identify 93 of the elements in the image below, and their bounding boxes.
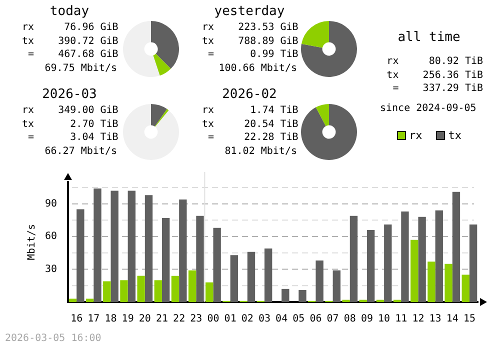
x-tick-label: 23 — [190, 314, 202, 325]
x-tick-label: 05 — [292, 314, 305, 325]
legend-label: tx — [448, 129, 462, 142]
x-tick-label: 00 — [207, 314, 220, 325]
bar — [452, 192, 460, 302]
x-tick-label: 08 — [344, 314, 356, 325]
text: rx 1.74 TiB — [202, 104, 298, 118]
bar — [332, 270, 340, 302]
text: tx 256.36 TiB — [386, 68, 483, 82]
chart-title: yesterday — [213, 4, 286, 19]
bar — [428, 262, 436, 302]
chart-title: 2026-02 — [221, 87, 278, 102]
y-axis-title: Mbit/s — [26, 224, 38, 260]
x-tick-label: 09 — [360, 314, 373, 325]
x-tick-label: 06 — [310, 314, 322, 325]
text: 69.75 Mbit/s — [44, 62, 117, 75]
bar — [247, 252, 256, 302]
x-tick-label: 11 — [395, 314, 408, 325]
chart-title: today — [48, 4, 90, 19]
bar — [469, 224, 478, 302]
text: tx 390.72 GiB — [22, 34, 118, 48]
bar — [435, 210, 443, 302]
text: rx 80.92 TiB — [386, 55, 483, 68]
x-tick-label: 18 — [104, 314, 117, 325]
bar — [196, 216, 204, 302]
x-tick-label: 07 — [326, 314, 339, 325]
text: = 337.29 TiB — [392, 82, 483, 96]
bar — [94, 188, 102, 302]
bar — [154, 280, 162, 302]
x-tick-label: 13 — [429, 314, 442, 325]
text: 100.66 Mbit/s — [218, 62, 297, 75]
bar — [68, 298, 77, 302]
text: tx 20.54 TiB — [202, 118, 298, 131]
x-tick-label: 12 — [412, 314, 424, 325]
bar — [316, 260, 324, 302]
bar — [410, 240, 418, 302]
bar — [384, 224, 392, 302]
bar — [137, 276, 145, 302]
x-tick-label: 14 — [446, 314, 458, 325]
text: rx 349.00 GiB — [22, 104, 118, 118]
text: = 0.99 TiB — [207, 48, 298, 62]
x-tick-label: 22 — [173, 314, 186, 325]
bar — [282, 288, 290, 302]
x-tick-label: 10 — [378, 314, 390, 325]
x-tick-label: 19 — [122, 314, 134, 325]
y-tick-label: 30 — [44, 264, 58, 275]
y-tick-label: 60 — [44, 231, 58, 242]
bar — [103, 281, 111, 302]
bar — [162, 218, 170, 302]
bar — [350, 216, 358, 302]
x-tick-label: 02 — [241, 314, 254, 325]
bar — [298, 290, 306, 302]
bar — [401, 211, 409, 302]
bar — [120, 280, 128, 302]
text: rx 76.96 GiB — [22, 21, 118, 34]
x-tick-label: 03 — [258, 314, 271, 325]
bar — [418, 216, 426, 302]
text: = 22.28 TiB — [207, 131, 298, 144]
text: = 3.04 TiB — [27, 131, 118, 144]
text: 2026-03-05 16:00 — [5, 333, 102, 344]
x-tick-label: 04 — [276, 314, 288, 325]
legend-label: rx — [409, 129, 422, 142]
x-tick-label: 21 — [156, 314, 168, 325]
bar — [144, 195, 153, 302]
bar — [110, 190, 118, 302]
chart-title: 2026-03 — [41, 87, 98, 102]
bar — [213, 228, 221, 302]
text: tx 2.70 TiB — [22, 118, 118, 131]
bar — [264, 248, 272, 302]
bar — [444, 264, 452, 302]
text: all time — [396, 30, 462, 45]
bar — [206, 282, 214, 302]
x-tick-label: 16 — [70, 314, 83, 325]
x-tick-label: 01 — [224, 314, 236, 325]
bar — [462, 274, 470, 302]
bar — [128, 190, 136, 302]
x-tick-label: 20 — [138, 314, 151, 325]
bar — [230, 255, 238, 302]
bar — [188, 270, 196, 302]
bar — [366, 230, 375, 302]
x-tick-label: 17 — [88, 314, 100, 325]
text: 66.27 Mbit/s — [44, 144, 117, 158]
text: rx 223.53 GiB — [202, 21, 298, 34]
bar — [76, 209, 84, 302]
bar — [86, 298, 94, 302]
bar — [171, 276, 180, 302]
bar — [179, 199, 187, 302]
y-tick-label: 90 — [44, 198, 58, 210]
text: since 2024-09-05 — [380, 102, 478, 115]
text: = 467.68 GiB — [27, 48, 118, 62]
text: 81.02 Mbit/s — [224, 144, 297, 158]
text: tx 788.89 GiB — [202, 34, 298, 48]
x-tick-label: 15 — [463, 314, 476, 325]
